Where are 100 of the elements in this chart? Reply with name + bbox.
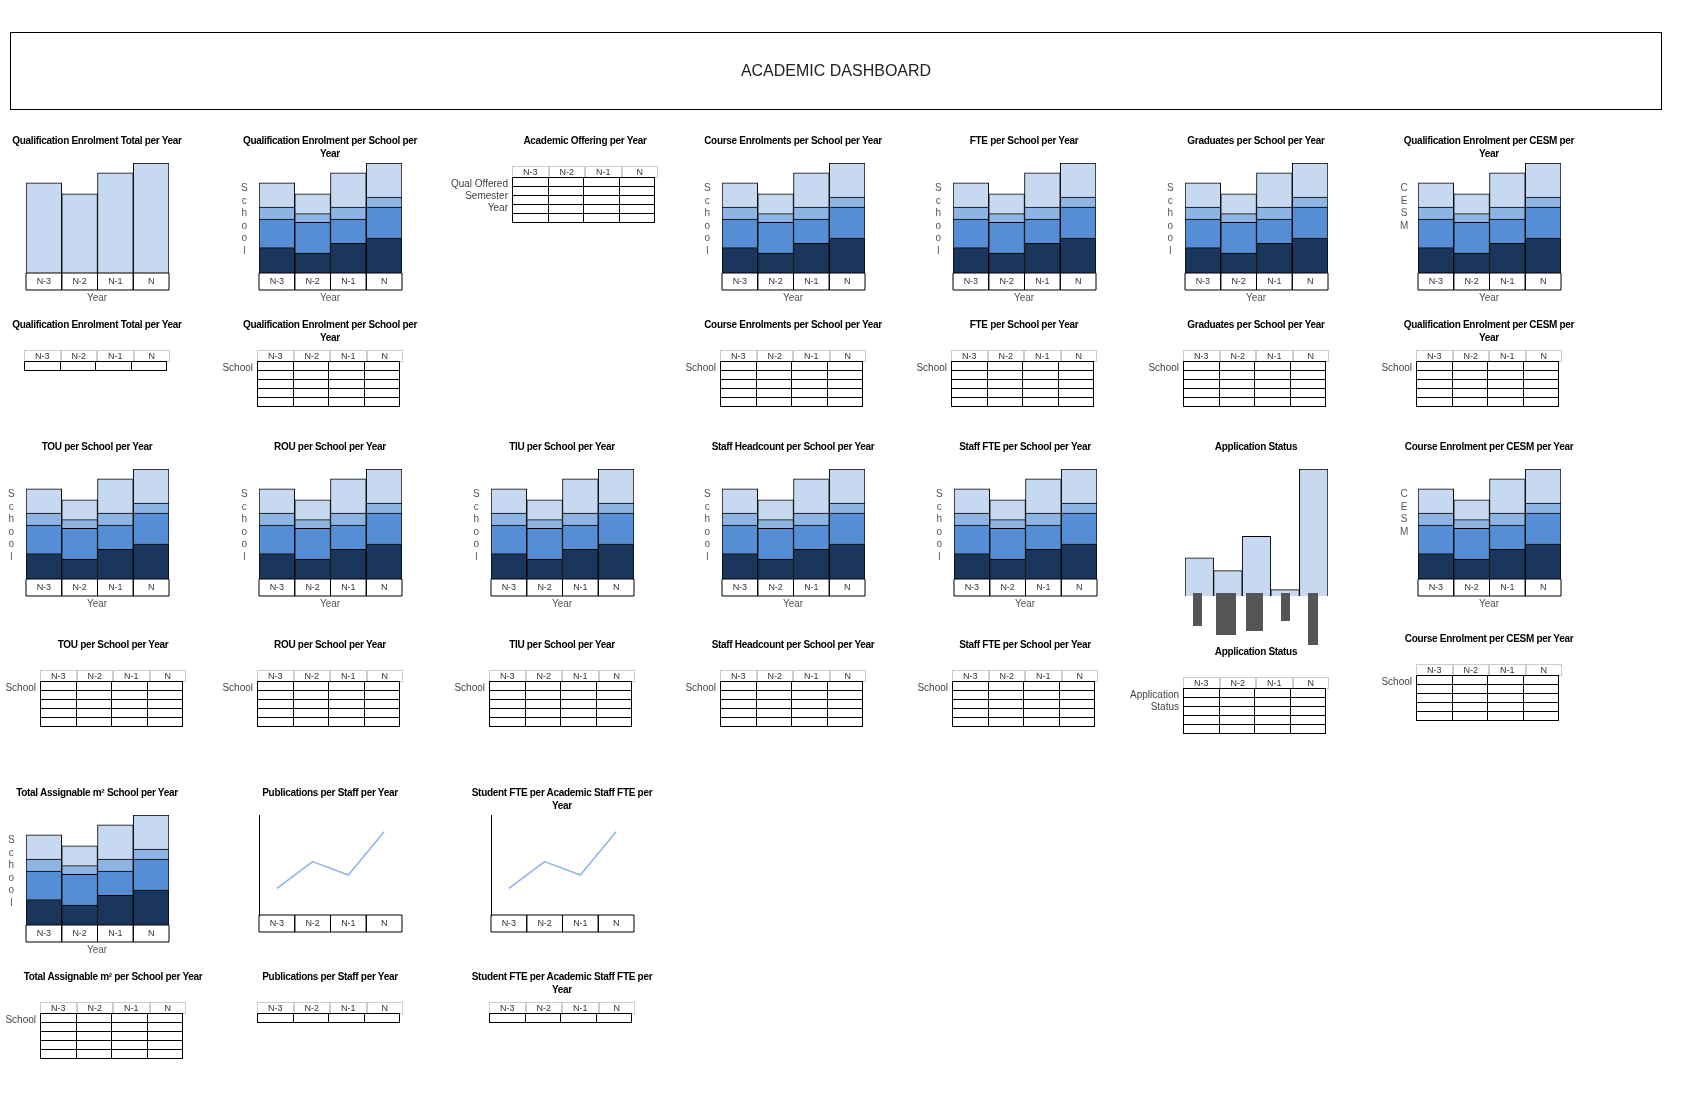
text: Total Assignable m² per School per Year (22, 970, 204, 984)
text: School (915, 362, 947, 374)
category-label: N-1 (330, 670, 367, 682)
x-tick-label: N-1 (573, 917, 588, 928)
y-axis-title: School (8, 834, 15, 909)
x-tick-label: N (612, 917, 620, 928)
category-label: N-1 (562, 1002, 599, 1014)
category-label: N (366, 1002, 403, 1014)
category-label: N-3 (720, 350, 757, 362)
text: ACADEMIC DASHBOARD (10, 32, 1662, 110)
category-label: N-3 (512, 166, 549, 178)
text: School (4, 1014, 36, 1026)
x-tick-label: N-3 (1428, 581, 1444, 592)
x-tick-label: N-1 (804, 275, 819, 286)
category-label: N-1 (1256, 350, 1293, 362)
y-axis-title: School (473, 488, 480, 563)
x-tick-label: N (1075, 581, 1083, 592)
x-tick-label: N (1539, 581, 1547, 592)
y-axis-title: School (936, 488, 943, 563)
text: ROU per School per Year (273, 638, 387, 652)
x-tick-label: N-3 (269, 917, 285, 928)
category-label: N-3 (952, 670, 989, 682)
chart-title: Publications per Staff per Year (261, 786, 399, 800)
chart-title: TIU per School per Year (508, 440, 616, 454)
x-tick-label: N-1 (108, 275, 123, 286)
x-tick-label: N-2 (768, 275, 783, 286)
category-label: N (621, 166, 658, 178)
chart-title: TOU per School per Year (40, 440, 154, 454)
chart-title: Staff FTE per School per Year (958, 440, 1092, 454)
x-tick-label: N-2 (537, 917, 552, 928)
x-tick-label: N (380, 275, 388, 286)
x-tick-label: N (1306, 275, 1314, 286)
text: Staff FTE per School per Year (958, 638, 1092, 652)
x-axis-title: Year (318, 598, 342, 609)
text: Application Status (1129, 689, 1179, 713)
x-tick-label: N-1 (108, 581, 123, 592)
chart-title: Qualification Enrolment per CESM per Year (1402, 134, 1576, 161)
y-axis-title: School (241, 488, 248, 563)
x-axis-title: Year (1013, 598, 1037, 609)
x-tick-label: N-2 (537, 581, 552, 592)
category-label: N-2 (60, 350, 97, 362)
x-tick-label: N (843, 581, 851, 592)
x-tick-label: N-1 (341, 581, 356, 592)
chart-title: FTE per School per Year (968, 134, 1080, 148)
chart-title: Student FTE per Academic Staff FTE per Year (470, 786, 654, 813)
category-label: N-3 (489, 670, 526, 682)
category-label: N (366, 670, 403, 682)
y-axis-title: CESM (1400, 182, 1409, 232)
category-label: N-2 (1452, 664, 1489, 676)
x-tick-label: N-1 (1036, 581, 1051, 592)
x-tick-label: N-3 (36, 581, 52, 592)
chart-title: Course Enrolments per School per Year (703, 134, 883, 148)
category-label: N-3 (257, 350, 294, 362)
category-label: N-2 (293, 350, 330, 362)
x-tick-label: N-3 (501, 917, 517, 928)
text: TIU per School per Year (508, 638, 616, 652)
x-axis-title: Year (781, 598, 805, 609)
x-tick-label: N-2 (305, 581, 320, 592)
category-label: N (1060, 350, 1097, 362)
x-tick-label: N-1 (1500, 275, 1515, 286)
x-tick-label: N-2 (72, 275, 87, 286)
y-axis-title: CESM (1400, 488, 1409, 538)
x-tick-label: N (1074, 275, 1082, 286)
category-label: N-2 (293, 1002, 330, 1014)
category-label: N-3 (40, 1002, 77, 1014)
category-label: N (133, 350, 170, 362)
text: School (684, 362, 716, 374)
x-tick-label: N-1 (1500, 581, 1515, 592)
x-tick-label: N-2 (305, 917, 320, 928)
x-tick-label: N-3 (1195, 275, 1211, 286)
category-label: N-1 (1489, 664, 1526, 676)
category-label: N-3 (1416, 664, 1453, 676)
category-label: N-3 (1183, 677, 1220, 689)
chart-title: Qualification Enrolment per School per Year (241, 134, 419, 161)
x-tick-label: N-3 (963, 275, 979, 286)
x-tick-label: N-3 (732, 581, 748, 592)
category-label: N-1 (1489, 350, 1526, 362)
text: Application Status (1213, 645, 1299, 659)
category-label: N-3 (951, 350, 988, 362)
category-label: N-3 (1416, 350, 1453, 362)
category-label: N (1525, 350, 1562, 362)
x-tick-label: N (612, 581, 620, 592)
text: Student FTE per Academic Staff FTE per Year (470, 970, 654, 997)
category-label: N-3 (24, 350, 61, 362)
x-tick-label: N-1 (108, 927, 123, 938)
category-label: N-3 (40, 670, 77, 682)
text: School (1380, 362, 1412, 374)
x-tick-label: N (147, 275, 155, 286)
category-label: N-2 (293, 670, 330, 682)
x-tick-label: N-1 (1267, 275, 1282, 286)
chart-title: Application Status (1213, 440, 1299, 454)
category-label: N (1061, 670, 1098, 682)
text: School (916, 682, 948, 694)
category-label: N-1 (97, 350, 134, 362)
x-tick-label: N-3 (269, 581, 285, 592)
category-label: N-1 (330, 350, 367, 362)
category-label: N (829, 350, 866, 362)
text: Academic Offering per Year (522, 134, 648, 148)
x-tick-label: N-2 (72, 927, 87, 938)
category-label: N-3 (257, 670, 294, 682)
